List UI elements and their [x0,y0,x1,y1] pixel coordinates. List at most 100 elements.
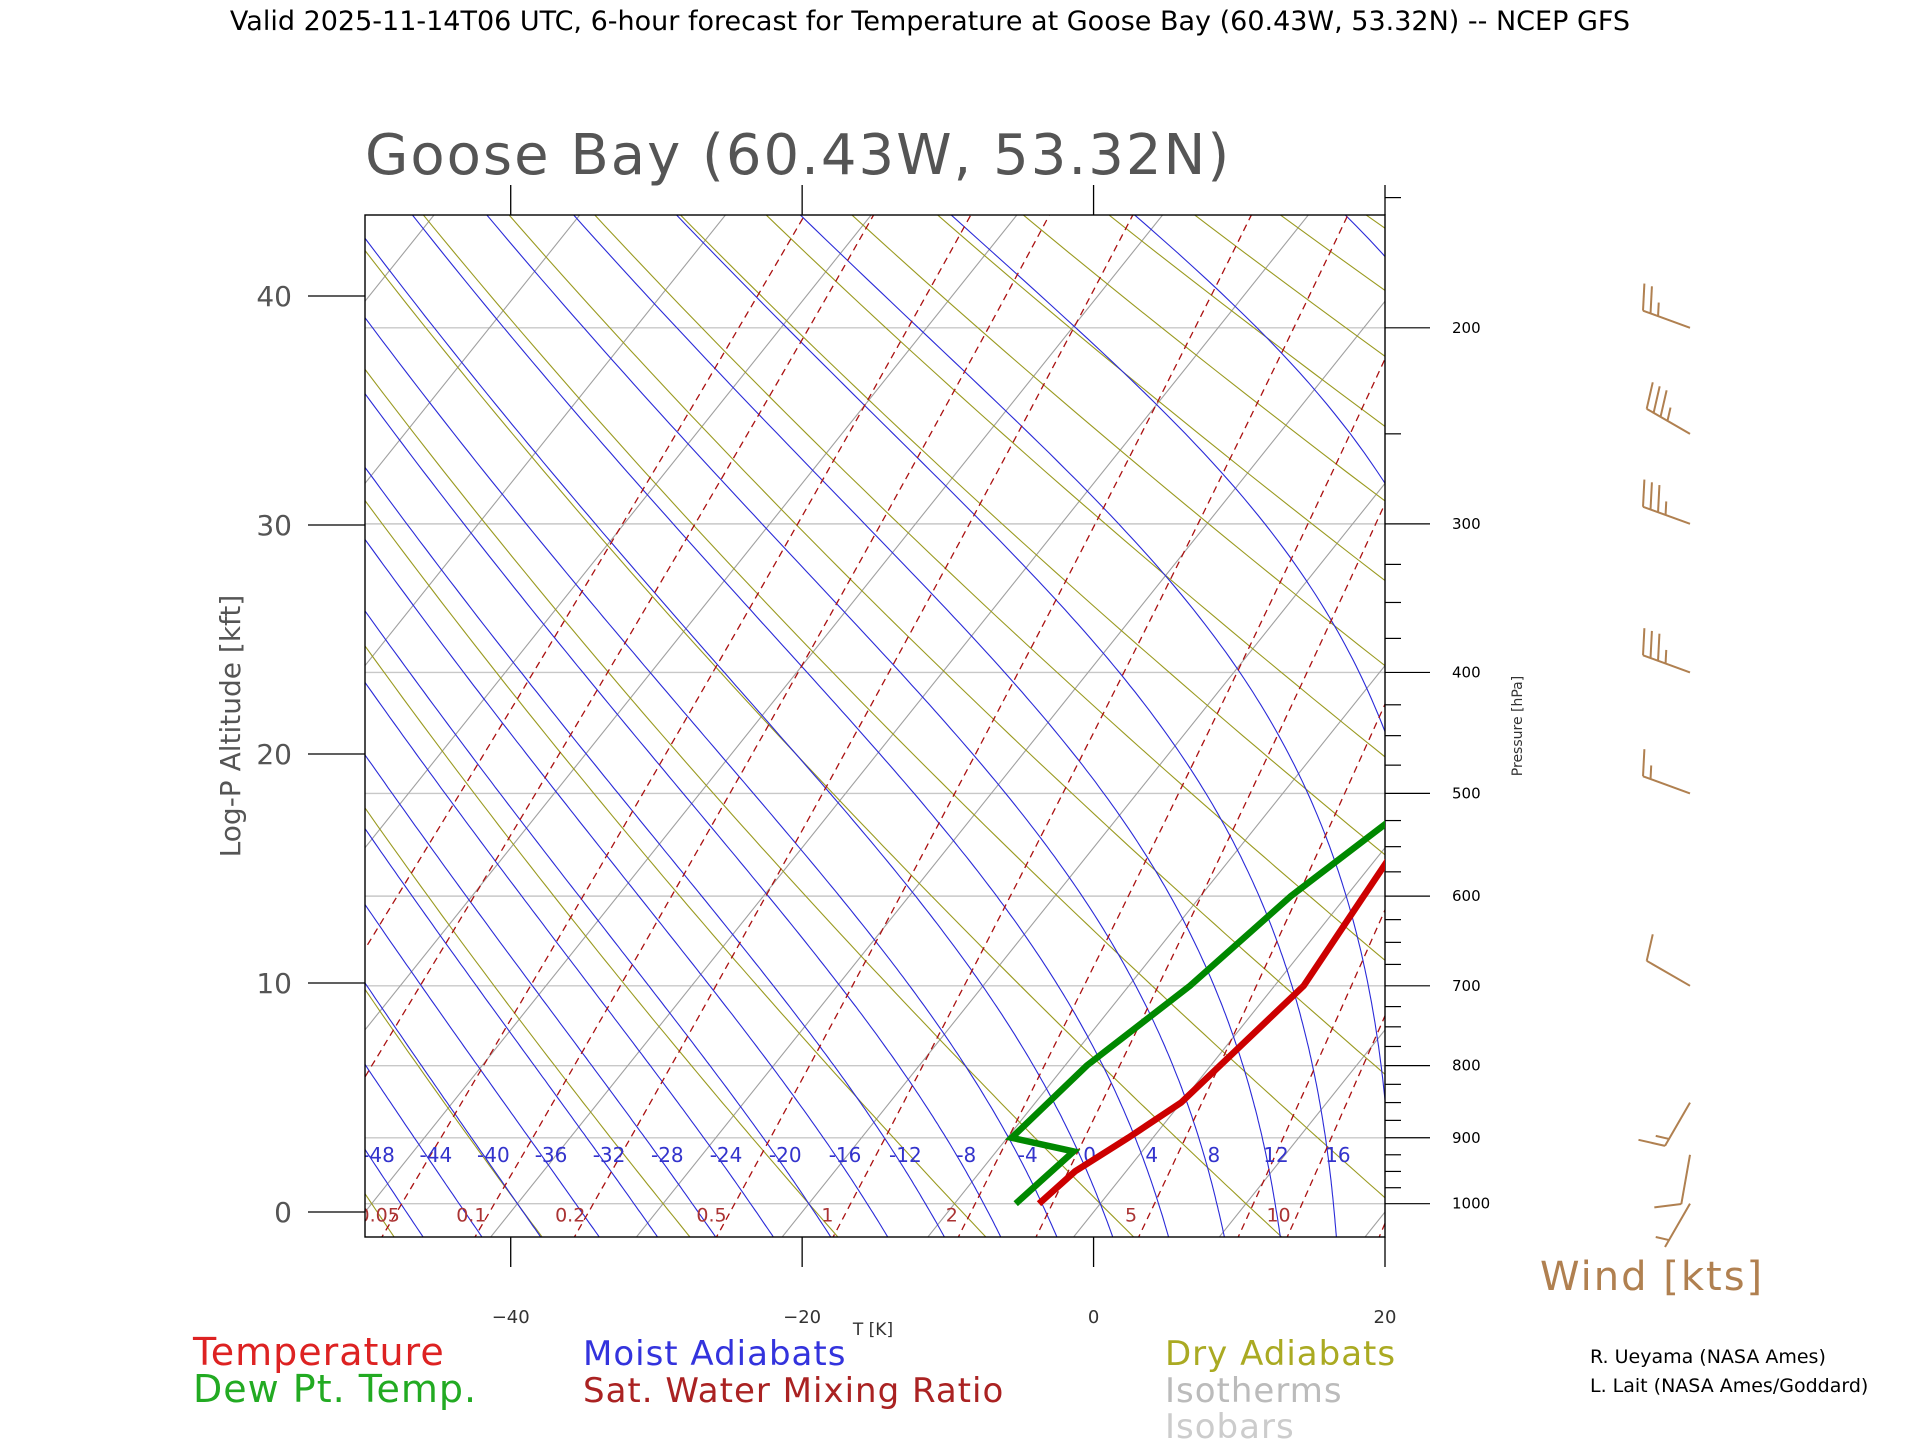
moist-adiabat-line [365,237,1114,1237]
dry-adiabat-line [365,988,543,1237]
isotherm-line [1507,210,1920,1242]
dry-adiabat-line [679,215,1385,856]
moist-adiabat-line [365,1063,483,1237]
mixing-ratio-line [1543,167,1920,1240]
wind-barb-feather [1642,628,1646,656]
moist-adiabat-label: -24 [710,1143,743,1167]
mixing-ratio-line [1137,702,1385,1237]
plot-frame [364,214,1386,1238]
dry-adiabat-line [1548,167,1920,1240]
pressure-tick-label: 800 [1452,1057,1481,1075]
wind-barb-staff [1642,775,1691,795]
chart-title: Goose Bay (60.43W, 53.32N) [365,123,1231,188]
wind-barb [1642,749,1691,795]
x-tick-label: 0 [1088,1307,1099,1328]
isotherm-line [781,482,1385,1237]
moist-adiabat-line [365,316,1058,1237]
y-tick-label: 30 [256,509,292,542]
pressure-tick-label: 1000 [1452,1195,1490,1213]
dry-adiabat-line [936,215,1385,582]
legend-moist-adiabats: Moist Adiabats [583,1334,846,1374]
wind-barb-half-feather [1649,765,1653,780]
y2-axis-label: Pressure [hPa] [1510,676,1526,776]
legend-dewpoint: Dew Pt. Temp. [193,1367,477,1411]
wind-barb-staff [1642,654,1691,674]
mixing-ratio-line [1445,167,1863,1240]
y-tick-label: 40 [256,280,292,313]
wind-barb-feather [1654,1203,1682,1209]
mixing-ratio-label: 10 [1266,1205,1290,1227]
isotherm-line [1364,1211,1385,1237]
mixing-ratio-line [1378,1221,1385,1237]
moist-adiabat-label: -44 [420,1143,453,1167]
x-tick-label: 20 [1374,1307,1397,1328]
legend-mixing-ratio: Sat. Water Mixing Ratio [583,1371,1004,1411]
pressure-tick-label: 400 [1452,663,1481,681]
moist-adiabat-line [365,827,659,1237]
wind-barb-feather [1659,390,1668,418]
isotherm-line [0,210,147,1242]
wind-barb-staff [1664,1102,1691,1147]
wind-barb-staff [1646,407,1691,435]
wind-barb [1645,934,1691,987]
profiles [1004,820,1385,1207]
wind-barb-half-feather [1666,407,1672,422]
moist-adiabat-line [950,215,1385,734]
dry-adiabat-line [365,1192,395,1237]
wind-barb-half-feather [1655,1134,1670,1140]
moist-adiabat-label: -28 [651,1143,684,1167]
temperature-line [1036,858,1385,1207]
mixing-ratio-line [1718,167,1920,1240]
mixing-ratio-line [381,215,972,1237]
wind-barb-feather [1642,479,1646,507]
y-tick-label: 20 [256,738,292,771]
moist-adiabat-line [365,538,889,1237]
mixing-ratio-line [957,357,1385,1237]
wind-barb-half-feather [1657,302,1660,317]
mixing-ratio-line [1615,167,1920,1240]
y-tick-label: 0 [274,1196,292,1229]
moist-adiabat-line [365,1148,424,1237]
mixing-ratio-line [1792,167,1920,1240]
wind-barb-feather [1642,749,1646,777]
wind-barb [1654,1154,1691,1209]
moist-adiabat-label: -16 [829,1143,862,1167]
moist-adiabat-line [799,215,1385,1106]
isotherm-line [927,664,1385,1237]
wind-barb [1642,628,1691,674]
wind-barb-staff [1642,505,1691,525]
credit-line-1: R. Ueyama (NASA Ames) [1590,1346,1826,1368]
mixing-ratio-label: 0.05 [358,1205,400,1227]
moist-adiabat-line [411,215,1170,1237]
wind-barb-staff [1664,1203,1691,1248]
moist-adiabat-label: -4 [1018,1143,1038,1167]
mixing-ratio-line [1499,167,1905,1240]
y-axis-label: Log-P Altitude [kft] [214,595,247,858]
mixing-ratio-label: 0.2 [555,1205,585,1227]
pressure-tick-label: 900 [1452,1129,1481,1147]
wind-barb-feather [1642,283,1646,311]
mixing-ratio-line [474,215,1051,1237]
pressure-tick-label: 700 [1452,977,1481,995]
dry-adiabat-line [1465,167,1920,1240]
dewpoint-line [1004,820,1385,1207]
dry-adiabat-line [365,645,839,1237]
moist-adiabat-label: 12 [1263,1143,1288,1167]
dry-adiabat-line [365,249,1283,1237]
moist-adiabat-line [365,903,600,1237]
wind-barb-staff [1680,1154,1691,1205]
wind-barb-feather [1652,386,1661,414]
wind-barb [1645,382,1691,435]
mixing-ratio-label: 1 [821,1205,833,1227]
moist-adiabat-label: -20 [769,1143,802,1167]
moist-adiabat-line [365,609,832,1237]
mixing-ratio-label: 5 [1125,1205,1137,1227]
wind-barbs [1638,283,1691,1248]
mixing-ratio-line [1671,167,1920,1240]
wind-barb-feather [1638,1138,1666,1147]
x-tick-label: −40 [492,1307,530,1328]
isotherm-line [635,300,1385,1237]
mixing-ratio-label: 2 [946,1205,958,1227]
moist-adiabat-label: 16 [1325,1143,1350,1167]
pressure-tick-label: 300 [1452,515,1481,533]
